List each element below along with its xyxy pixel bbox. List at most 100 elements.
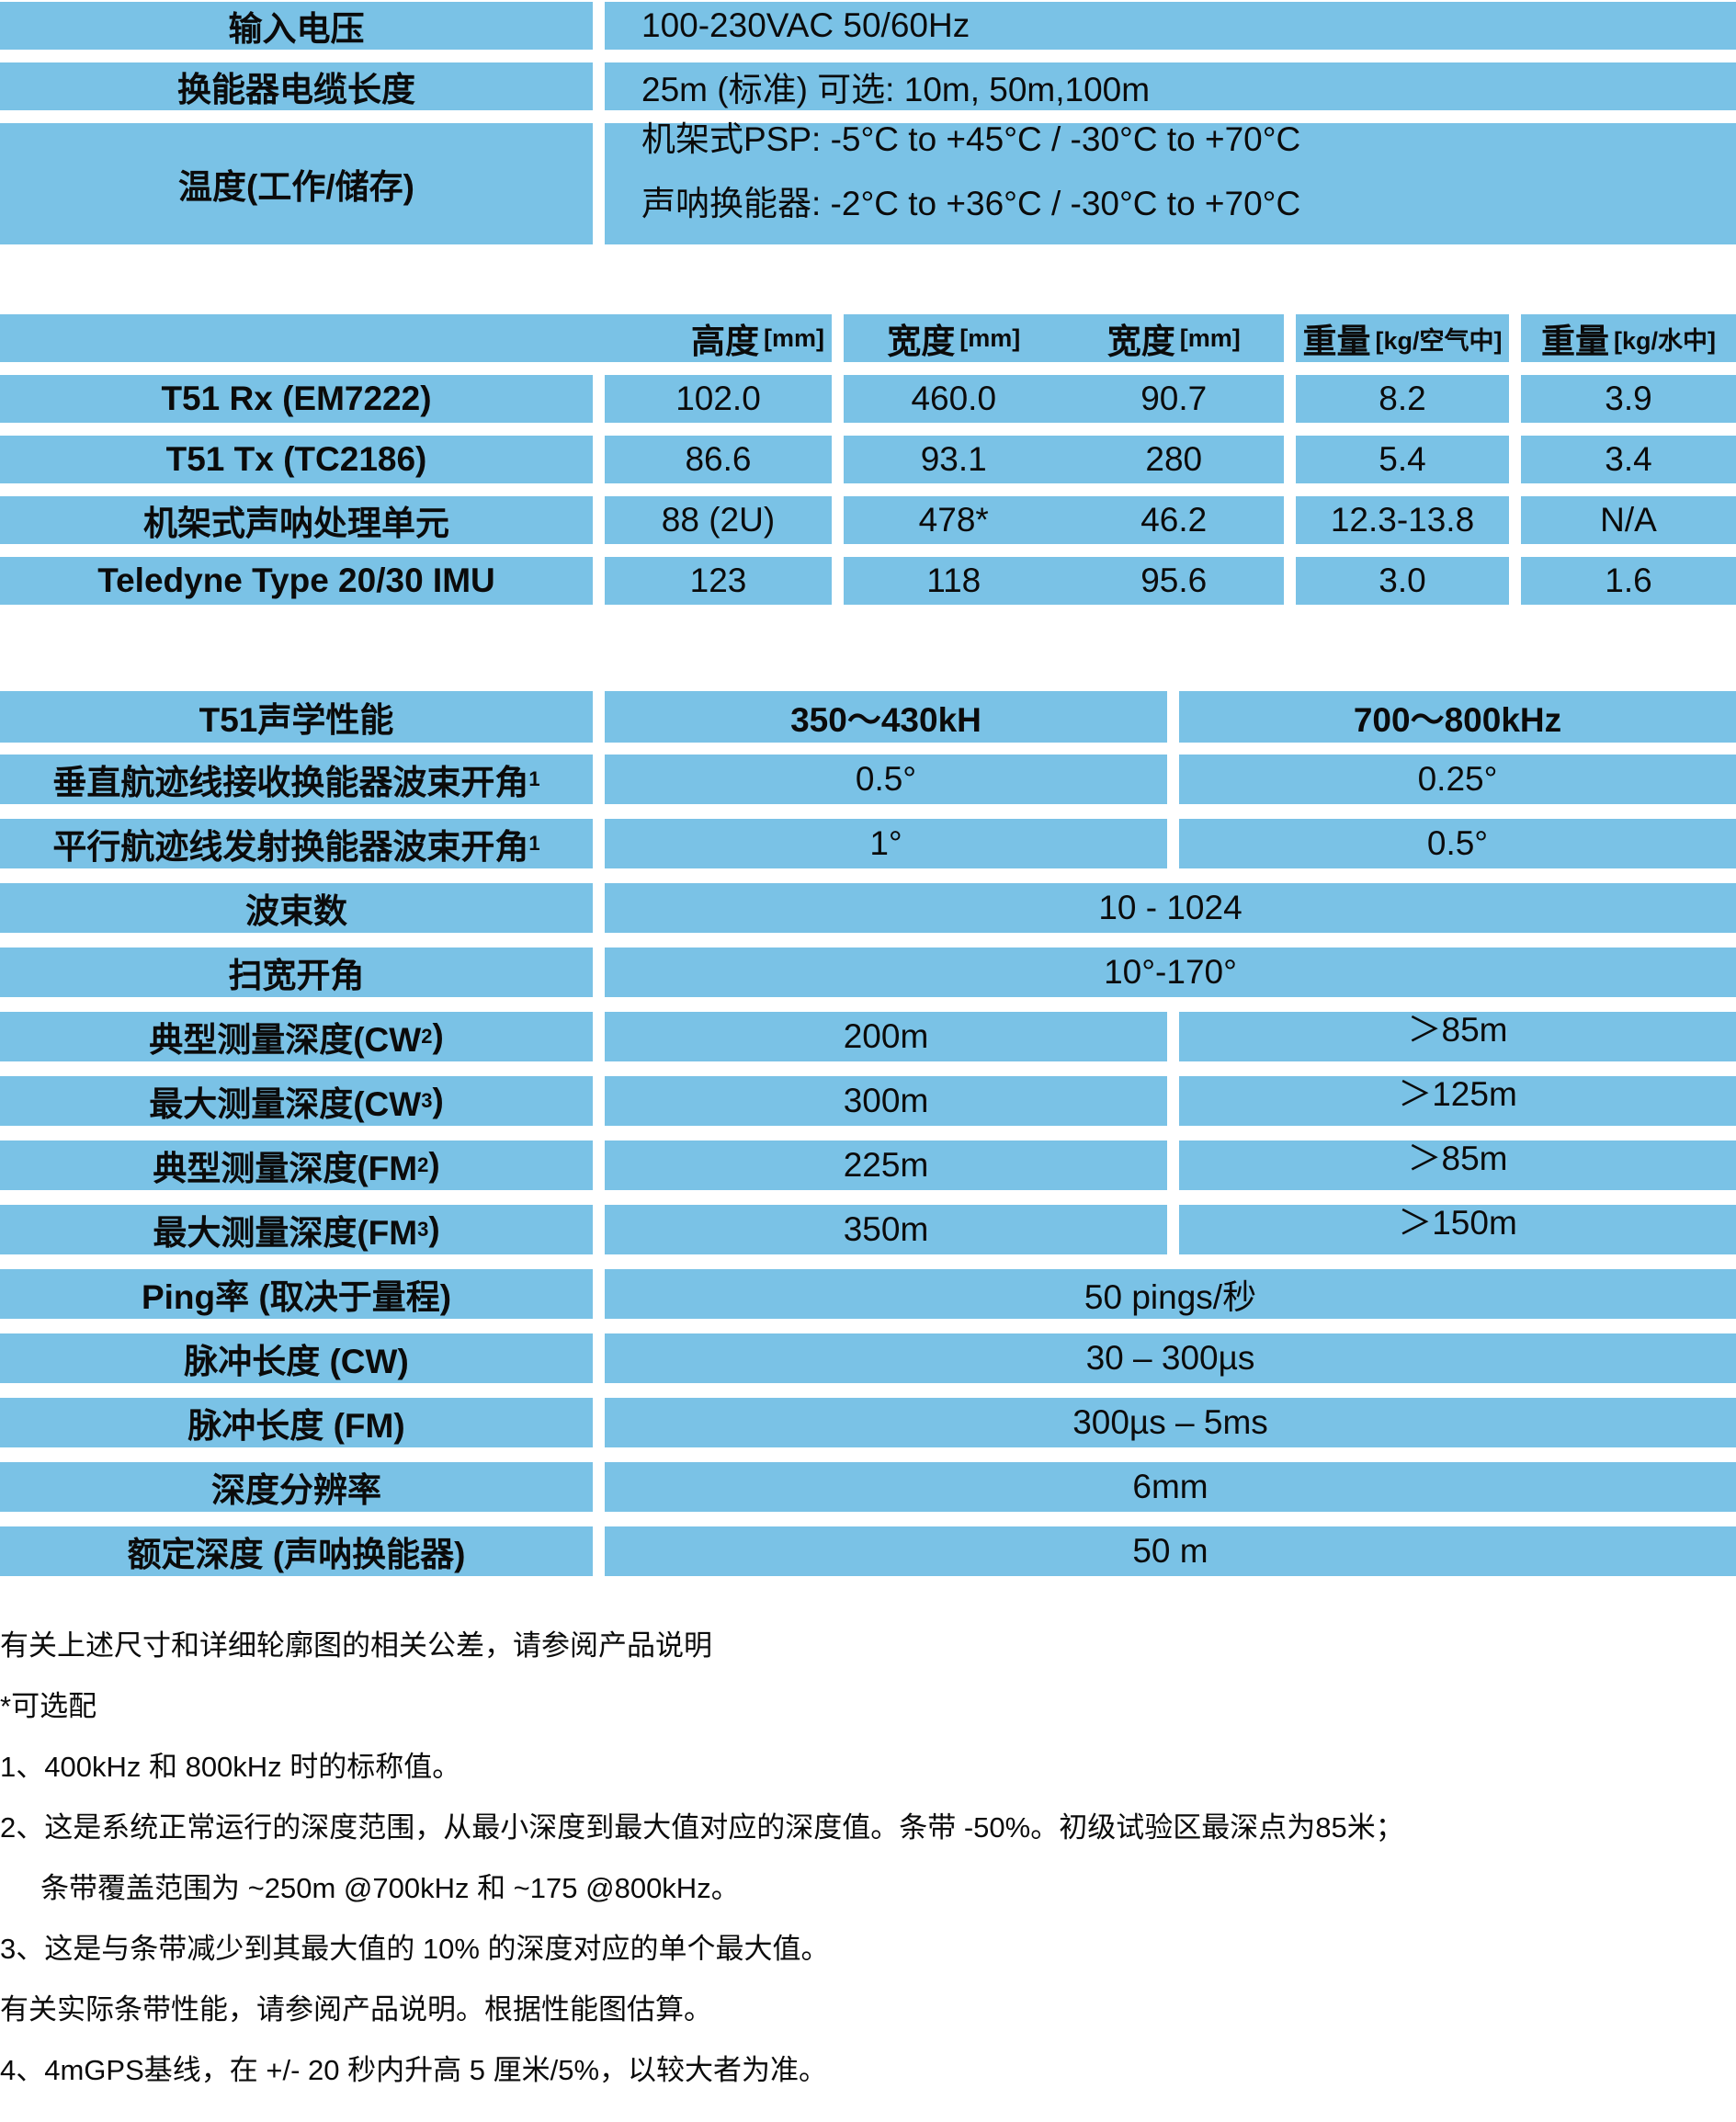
- row-cable-length: 换能器电缆长度 25m (标准) 可选: 10m, 50m,100m: [0, 62, 1736, 110]
- cell-width2: 280: [1145, 440, 1203, 478]
- footnote-2: 2、这是系统正常运行的深度范围，从最小深度到最大值对应的深度值。条带 -50%。…: [0, 1811, 1404, 1844]
- label-suffix: ): [428, 1146, 440, 1184]
- temperature-line-psp: 机架式PSP: -5°C to +45°C / -30°C to +70°C: [641, 120, 1301, 158]
- row-rx-beamwidth: 垂直航迹线接收换能器波束开角 1 0.5° 0.25°: [0, 755, 1736, 804]
- footnote-tolerances: 有关上述尺寸和详细轮廓图的相关公差，请参阅产品说明: [0, 1629, 712, 1662]
- cell-weight-water: 3.9: [1521, 375, 1736, 423]
- row-label: T51 Rx (EM7222): [0, 375, 593, 423]
- dimensions-header-row: 高度 [mm] 宽度 [mm] 宽度 [mm] 重量 [kg/空气中] 重量 […: [0, 314, 1736, 362]
- footnote-2-continued: 条带覆盖范围为 ~250m @700kHz 和 ~175 @800kHz。: [40, 1872, 740, 1904]
- cell-width1: 118: [926, 562, 981, 599]
- row-temperature: 温度(工作/储存) 机架式PSP: -5°C to +45°C / -30°C …: [0, 120, 1736, 244]
- cell-cable-length-value: 25m (标准) 可选: 10m, 50m,100m: [605, 62, 1736, 110]
- cell-band1-value: 225m: [605, 1140, 1167, 1190]
- cell-span-value: 50 m: [605, 1526, 1736, 1576]
- value-text: ＞85m: [1407, 1011, 1508, 1049]
- cell-height: 123: [605, 557, 832, 605]
- cell-width2: 46.2: [1140, 501, 1208, 539]
- row-label: 平行航迹线发射换能器波束开角 1: [0, 819, 593, 868]
- label-text: 最大测量深度(FM: [153, 1214, 418, 1252]
- header-height-unit: [mm]: [764, 323, 824, 352]
- row-t51-tx: T51 Tx (TC2186) 86.6 93.1 280 5.4 3.4: [0, 436, 1736, 483]
- row-pulse-length-cw: 脉冲长度 (CW) 30 – 300µs: [0, 1333, 1736, 1383]
- row-max-depth-cw: 最大测量深度(CW 3) 300m ＞125m: [0, 1075, 1736, 1126]
- row-pulse-length-fm: 脉冲长度 (FM) 300µs – 5ms: [0, 1398, 1736, 1447]
- header-weight-water-unit: [kg/水中]: [1614, 326, 1716, 355]
- row-label: 垂直航迹线接收换能器波束开角 1: [0, 755, 593, 804]
- row-input-voltage: 输入电压 100-230VAC 50/60Hz: [0, 2, 1736, 50]
- row-t51-rx: T51 Rx (EM7222) 102.0 460.0 90.7 8.2 3.9: [0, 375, 1736, 423]
- label-text: 典型测量深度(CW: [149, 1021, 422, 1059]
- row-label: 额定深度 (声呐换能器): [0, 1526, 593, 1576]
- cell-span-value: 6mm: [605, 1462, 1736, 1512]
- footnote-1: 1、400kHz 和 800kHz 时的标称值。: [0, 1751, 461, 1783]
- cell-height: 86.6: [605, 436, 832, 483]
- cell-widths: 478* 46.2: [844, 496, 1284, 544]
- label-text: 最大测量深度(CW: [149, 1085, 422, 1123]
- row-ping-rate: Ping率 (取决于量程) 50 pings/秒: [0, 1269, 1736, 1319]
- label-text: 垂直航迹线接收换能器波束开角: [52, 764, 529, 801]
- cell-span-value: 50 pings/秒: [605, 1269, 1736, 1319]
- power-environment-table: 输入电压 100-230VAC 50/60Hz 换能器电缆长度 25m (标准)…: [0, 2, 1736, 244]
- cell-band2-value: 0.5°: [1179, 819, 1736, 868]
- cell-width2: 90.7: [1140, 380, 1208, 417]
- cell-band2-value: ＞125m: [1179, 1075, 1736, 1126]
- cell-band2-value: ＞150m: [1179, 1204, 1736, 1254]
- cell-span-value: 10°-170°: [605, 948, 1736, 997]
- cell-weight-air: 5.4: [1296, 436, 1509, 483]
- row-max-depth-fm: 最大测量深度(FM 3) 350m ＞150m: [0, 1204, 1736, 1254]
- acoustic-header-row: T51声学性能 350～430kH 700～800kHz: [0, 691, 1736, 743]
- cell-widths: 93.1 280: [844, 436, 1284, 483]
- row-label: 温度(工作/储存): [0, 123, 593, 244]
- cell-band2-value: ＞85m: [1179, 1140, 1736, 1190]
- cell-band1-value: 1°: [605, 819, 1167, 868]
- row-label: T51 Tx (TC2186): [0, 436, 593, 483]
- row-typical-depth-cw: 典型测量深度(CW 2) 200m ＞85m: [0, 1011, 1736, 1061]
- header-width2-unit: [mm]: [1179, 323, 1241, 352]
- header-weight-air-label: 重量: [1302, 323, 1371, 360]
- header-width2-label: 宽度: [1106, 323, 1175, 360]
- cell-weight-water: 1.6: [1521, 557, 1736, 605]
- header-acoustic-title: T51声学性能: [0, 691, 593, 743]
- row-label: 脉冲长度 (CW): [0, 1333, 593, 1383]
- header-band-700-800: 700～800kHz: [1179, 691, 1736, 743]
- row-rack-sonar-processor: 机架式声呐处理单元 88 (2U) 478* 46.2 12.3-13.8 N/…: [0, 496, 1736, 544]
- row-label: 波束数: [0, 883, 593, 933]
- row-label: Teledyne Type 20/30 IMU: [0, 557, 593, 605]
- footnote-3: 3、这是与条带减少到其最大值的 10% 的深度对应的单个最大值。: [0, 1933, 830, 1965]
- header-width1: 宽度 [mm]: [844, 313, 1064, 363]
- row-typical-depth-fm: 典型测量深度(FM 2) 225m ＞85m: [0, 1140, 1736, 1190]
- row-depth-resolution: 深度分辨率 6mm: [0, 1462, 1736, 1512]
- row-tx-beamwidth: 平行航迹线发射换能器波束开角 1 1° 0.5°: [0, 819, 1736, 868]
- row-label: 换能器电缆长度: [0, 62, 593, 110]
- row-label: 典型测量深度(CW 2): [0, 1012, 593, 1061]
- label-suffix: ): [428, 1210, 440, 1248]
- cell-band2-value: ＞85m: [1179, 1011, 1736, 1061]
- temperature-line-transducer: 声呐换能器: -2°C to +36°C / -30°C to +70°C: [641, 185, 1301, 222]
- header-weight-air-unit: [kg/空气中]: [1375, 326, 1503, 355]
- header-width1-label: 宽度: [887, 323, 956, 360]
- value-text: ＞125m: [1398, 1075, 1517, 1113]
- footnote-4: 4、4mGPS基线，在 +/- 20 秒内升高 5 厘米/5%，以较大者为准。: [0, 2054, 828, 2086]
- footnotes: 有关上述尺寸和详细轮廓图的相关公差，请参阅产品说明 *可选配 1、400kHz …: [0, 1616, 1736, 2101]
- value-text: ＞150m: [1398, 1204, 1517, 1242]
- row-label: 最大测量深度(CW 3): [0, 1076, 593, 1126]
- header-width2: 宽度 [mm]: [1064, 313, 1285, 363]
- row-label: 输入电压: [0, 2, 593, 50]
- footnote-optional: *可选配: [0, 1690, 97, 1722]
- cell-band2-value: 0.25°: [1179, 755, 1736, 804]
- row-swath-angle: 扫宽开角 10°-170°: [0, 948, 1736, 997]
- header-band-350-430: 350～430kH: [605, 691, 1167, 743]
- cell-band1-value: 300m: [605, 1076, 1167, 1126]
- header-weight-air: 重量 [kg/空气中]: [1296, 314, 1509, 362]
- row-beam-count: 波束数 10 - 1024: [0, 883, 1736, 933]
- cell-height: 102.0: [605, 375, 832, 423]
- label-text: 平行航迹线发射换能器波束开角: [52, 828, 529, 866]
- row-label: 深度分辨率: [0, 1462, 593, 1512]
- row-depth-rating: 额定深度 (声呐换能器) 50 m: [0, 1526, 1736, 1576]
- cell-band1-value: 200m: [605, 1012, 1167, 1061]
- header-height-label: 高度: [691, 323, 759, 360]
- cell-weight-water: 3.4: [1521, 436, 1736, 483]
- cell-width2: 95.6: [1140, 562, 1208, 599]
